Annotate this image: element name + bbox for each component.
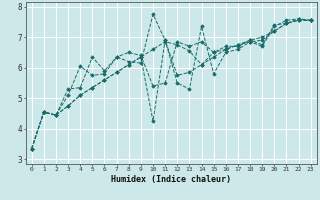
X-axis label: Humidex (Indice chaleur): Humidex (Indice chaleur) [111, 175, 231, 184]
